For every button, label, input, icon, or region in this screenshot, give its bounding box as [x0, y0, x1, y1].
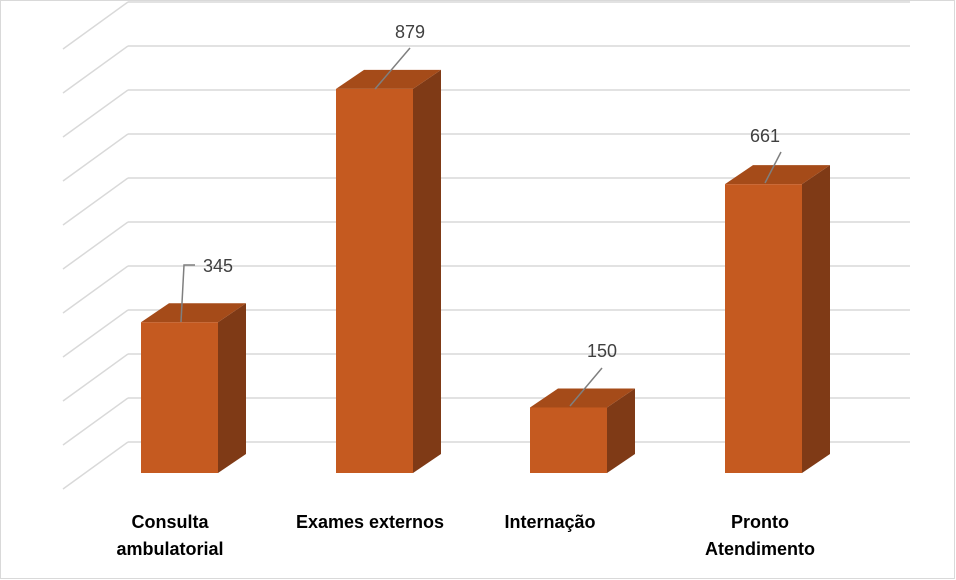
category-label: Exames externos [296, 512, 444, 532]
data-label: 661 [750, 126, 780, 146]
leader-line [180, 264, 195, 323]
data-label: 150 [587, 341, 617, 361]
side-gridline [62, 133, 129, 182]
side-gridline [62, 441, 129, 490]
side-gridline [62, 221, 129, 270]
category-label: Consulta ambulatorial [116, 512, 223, 559]
bar [336, 88, 413, 473]
bar-side [607, 388, 635, 473]
category-label: Pronto Atendimento [705, 512, 815, 559]
bar [725, 184, 802, 473]
data-label: 879 [395, 22, 425, 42]
side-gridline [62, 397, 129, 446]
side-gridline [62, 265, 129, 314]
category-labels: Consulta ambulatorial Exames externos Inter… [116, 512, 815, 559]
bar-top [530, 388, 635, 408]
leader-line [569, 367, 603, 407]
side-gridline [62, 309, 129, 358]
category-label: Internação [504, 512, 595, 532]
leader-line [764, 151, 782, 184]
data-label: 345 [203, 256, 233, 276]
bar-top [725, 165, 830, 185]
side-gridline [62, 89, 129, 138]
side-gridline [62, 45, 129, 94]
bar-top [336, 69, 441, 89]
bar-top [141, 303, 246, 323]
side-gridline [62, 1, 129, 50]
bar [141, 322, 218, 473]
leader-line [374, 47, 411, 90]
bar [530, 407, 607, 473]
side-gridline [62, 353, 129, 402]
bar-side [413, 69, 441, 473]
bar-side [802, 165, 830, 473]
bars [141, 69, 830, 473]
data-labels: 345 879 150 661 [180, 22, 782, 407]
bar-side [218, 303, 246, 473]
side-gridline [62, 177, 129, 226]
